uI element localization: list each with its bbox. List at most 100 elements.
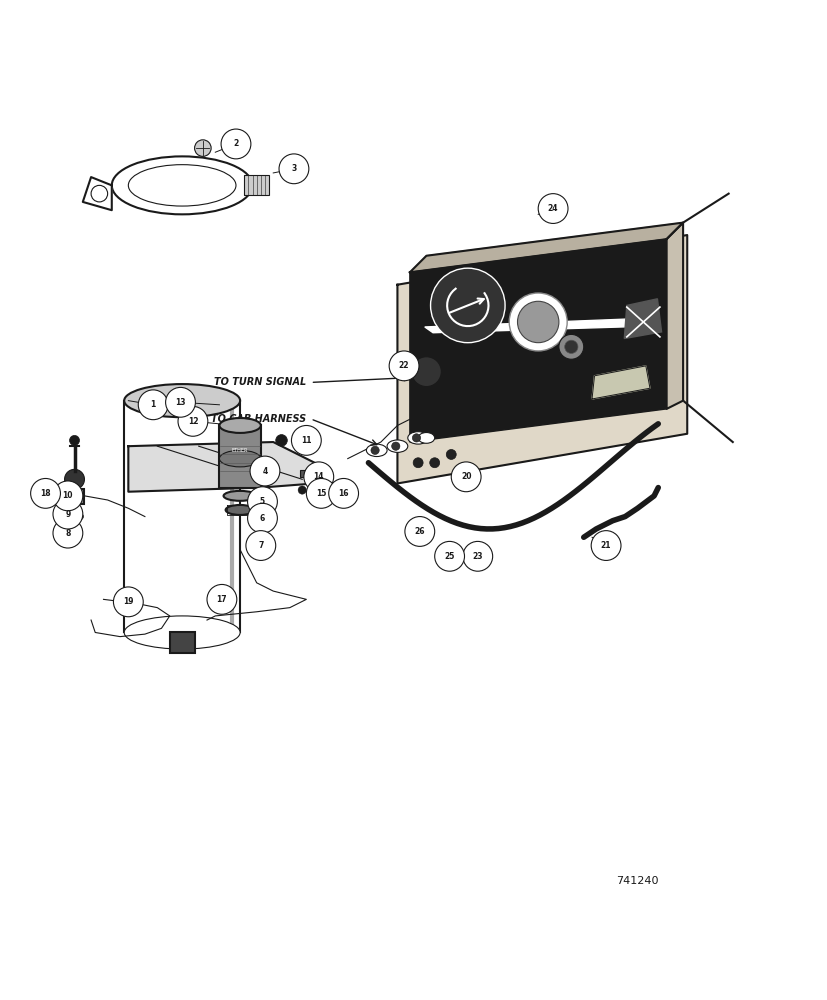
Circle shape xyxy=(538,194,567,223)
Circle shape xyxy=(404,517,434,546)
Circle shape xyxy=(430,268,504,343)
Text: 3: 3 xyxy=(291,164,296,173)
Text: 5: 5 xyxy=(260,497,265,506)
Polygon shape xyxy=(666,223,682,409)
Circle shape xyxy=(413,458,423,468)
Circle shape xyxy=(194,140,211,156)
Bar xyxy=(244,175,269,195)
Text: 10: 10 xyxy=(63,491,73,500)
Circle shape xyxy=(275,435,287,446)
Bar xyxy=(219,425,261,488)
Ellipse shape xyxy=(366,444,387,457)
Circle shape xyxy=(558,334,583,359)
Circle shape xyxy=(328,478,358,508)
Polygon shape xyxy=(624,299,661,339)
Polygon shape xyxy=(83,177,112,210)
Text: 14: 14 xyxy=(313,472,323,481)
Circle shape xyxy=(509,293,566,351)
Text: 9: 9 xyxy=(65,510,70,519)
Text: 1: 1 xyxy=(151,400,155,409)
Circle shape xyxy=(69,435,79,445)
Text: 26: 26 xyxy=(414,527,424,536)
Circle shape xyxy=(370,446,379,454)
Circle shape xyxy=(53,518,83,548)
Text: 20: 20 xyxy=(461,472,471,481)
Circle shape xyxy=(247,503,277,533)
Circle shape xyxy=(207,584,237,614)
Ellipse shape xyxy=(124,384,240,417)
Ellipse shape xyxy=(225,505,255,515)
Circle shape xyxy=(221,129,251,159)
Ellipse shape xyxy=(66,512,83,521)
Text: 741240: 741240 xyxy=(615,876,658,886)
Text: 7: 7 xyxy=(258,541,263,550)
Text: 8: 8 xyxy=(65,529,70,538)
Text: 11: 11 xyxy=(301,436,311,445)
Circle shape xyxy=(306,478,336,508)
Ellipse shape xyxy=(128,165,236,206)
Text: 22: 22 xyxy=(399,361,409,370)
Ellipse shape xyxy=(219,450,261,467)
Polygon shape xyxy=(397,235,686,483)
Text: 16: 16 xyxy=(338,489,348,498)
Ellipse shape xyxy=(124,616,240,649)
Bar xyxy=(170,632,194,653)
Polygon shape xyxy=(409,239,666,442)
Ellipse shape xyxy=(407,432,428,444)
Circle shape xyxy=(564,340,577,353)
Text: 15: 15 xyxy=(316,489,326,498)
Text: TO CAB HARNESS: TO CAB HARNESS xyxy=(211,414,306,424)
Circle shape xyxy=(462,541,492,571)
FancyBboxPatch shape xyxy=(124,401,240,632)
Circle shape xyxy=(451,462,480,492)
Bar xyxy=(299,470,314,477)
Circle shape xyxy=(279,154,308,184)
Bar xyxy=(65,489,84,504)
Circle shape xyxy=(304,462,333,492)
Ellipse shape xyxy=(112,156,252,214)
Circle shape xyxy=(298,486,306,494)
Circle shape xyxy=(178,406,208,436)
Circle shape xyxy=(250,456,280,486)
Text: 4: 4 xyxy=(262,467,267,476)
Text: TO TURN SIGNAL: TO TURN SIGNAL xyxy=(214,377,306,387)
Polygon shape xyxy=(409,223,682,272)
Text: 12: 12 xyxy=(188,417,198,426)
Circle shape xyxy=(291,425,321,455)
Circle shape xyxy=(31,478,60,508)
Circle shape xyxy=(446,449,456,459)
Text: 6: 6 xyxy=(260,514,265,523)
Circle shape xyxy=(412,434,420,442)
Circle shape xyxy=(165,387,195,417)
Text: 21: 21 xyxy=(600,541,610,550)
Ellipse shape xyxy=(386,440,407,452)
Ellipse shape xyxy=(223,491,256,501)
Text: 2: 2 xyxy=(233,139,238,148)
Circle shape xyxy=(113,587,143,617)
Circle shape xyxy=(53,481,83,511)
Ellipse shape xyxy=(418,433,434,443)
Text: 25: 25 xyxy=(444,552,454,561)
Circle shape xyxy=(53,499,83,529)
Circle shape xyxy=(517,301,558,343)
Circle shape xyxy=(247,487,277,517)
Text: 18: 18 xyxy=(41,489,50,498)
Text: ETHER: ETHER xyxy=(232,448,248,453)
Circle shape xyxy=(429,458,439,468)
Text: 23: 23 xyxy=(472,552,482,561)
Circle shape xyxy=(246,531,275,560)
Circle shape xyxy=(590,531,620,560)
Polygon shape xyxy=(591,366,649,399)
Polygon shape xyxy=(424,318,657,333)
Circle shape xyxy=(391,442,399,450)
Circle shape xyxy=(115,592,125,602)
Circle shape xyxy=(411,357,441,387)
Circle shape xyxy=(138,390,168,420)
Text: 13: 13 xyxy=(175,398,185,407)
Text: 19: 19 xyxy=(123,597,133,606)
Circle shape xyxy=(434,541,464,571)
Polygon shape xyxy=(128,442,314,492)
Circle shape xyxy=(389,351,418,381)
Ellipse shape xyxy=(219,418,261,433)
Circle shape xyxy=(65,469,84,489)
